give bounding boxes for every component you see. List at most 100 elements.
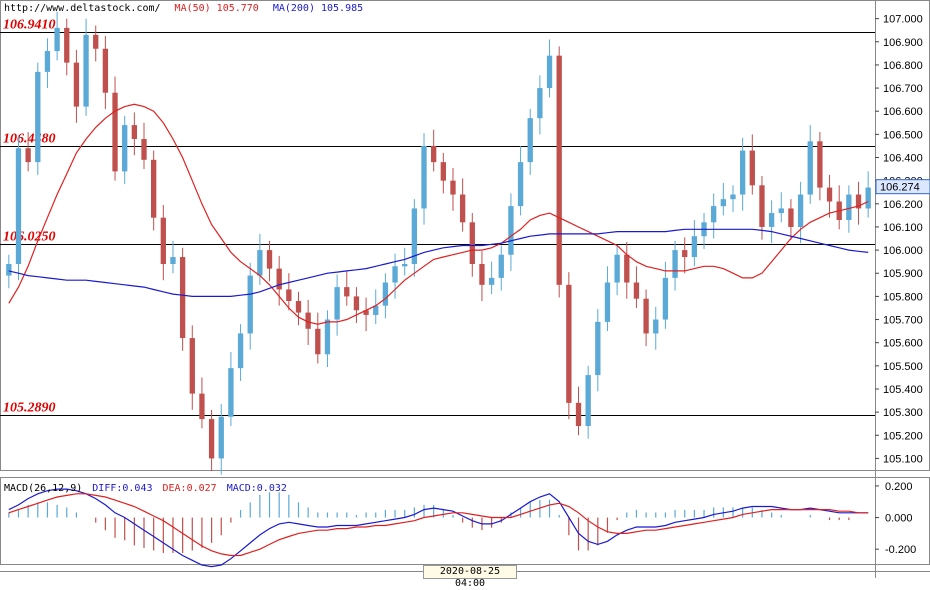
y-tick-label: 107.000 — [883, 14, 923, 26]
candle-body — [25, 148, 31, 163]
candle-body — [614, 254, 620, 283]
candle-body — [469, 222, 475, 264]
candle-body — [382, 282, 389, 306]
macd-diff-line — [8, 488, 869, 568]
candle-body — [691, 236, 698, 258]
macd-value: MACD:0.032 — [226, 483, 287, 494]
candle-body — [662, 277, 669, 320]
candle-body — [141, 138, 147, 160]
candle-body — [749, 150, 755, 186]
candle-body — [575, 402, 582, 427]
candle-body — [286, 289, 292, 302]
candle-body — [324, 319, 331, 355]
candle-body — [653, 319, 659, 334]
candle-body — [517, 162, 524, 207]
candle-body — [237, 333, 244, 369]
y-tick-label: 106.800 — [883, 60, 923, 72]
y-tick-label: 105.100 — [883, 453, 923, 465]
macd-y-tick-label: 0.200 — [885, 481, 913, 493]
candle-body — [768, 213, 775, 227]
last-price-label: 106.274 — [880, 182, 920, 194]
candle-body — [35, 71, 41, 163]
candle-body — [208, 419, 215, 459]
candle-body — [527, 118, 533, 163]
candle-body — [44, 51, 51, 72]
macd-title: MACD(26,12,9) — [4, 483, 83, 494]
y-tick-label: 106.000 — [883, 245, 923, 257]
y-tick-label: 105.800 — [883, 291, 923, 303]
candle-body — [440, 162, 446, 181]
y-tick-label: 106.900 — [883, 37, 923, 49]
y-tick-label: 106.200 — [883, 199, 923, 211]
candle-body — [353, 296, 360, 311]
candle-body — [759, 185, 765, 227]
candle-body — [170, 257, 176, 264]
y-tick-label: 105.700 — [883, 315, 923, 327]
candle-body — [459, 194, 466, 223]
candle-body — [682, 250, 688, 258]
y-tick-label: 105.200 — [883, 430, 923, 442]
macd-diff: DIFF:0.043 — [92, 483, 153, 494]
y-tick-label: 105.300 — [883, 407, 923, 419]
macd-y-tick-label: -0.200 — [885, 544, 916, 556]
y-tick-label: 106.400 — [883, 153, 923, 165]
candle-body — [112, 92, 118, 172]
candle-body — [295, 301, 302, 313]
candle-body — [788, 208, 794, 227]
candle-body — [739, 150, 746, 195]
y-tick-label: 105.900 — [883, 268, 923, 280]
level-label: 106.4480 — [3, 132, 56, 147]
candle-body — [334, 287, 340, 320]
candle-body — [817, 141, 823, 188]
y-tick-label: 105.500 — [883, 361, 923, 373]
candle-body — [826, 187, 833, 202]
candle-body — [498, 254, 504, 278]
candle-body — [363, 310, 369, 315]
candle-body — [807, 141, 813, 195]
ma200-label: MA(200) — [272, 3, 315, 14]
candle-body — [373, 305, 379, 315]
price-chart-header: http://www.deltastock.com/MA(50) 105.770 M… — [4, 3, 377, 14]
level-label: 106.0250 — [3, 230, 56, 245]
ma200-value: 105.985 — [320, 3, 364, 14]
candle-body — [624, 254, 630, 283]
candle-body — [431, 145, 437, 163]
candle-body — [131, 125, 138, 139]
macd-header: MACD(26,12,9) DIFF:0.043 DEA:0.027 MACD:0.0… — [4, 483, 297, 494]
candle-body — [720, 199, 726, 207]
level-label: 105.2890 — [3, 401, 56, 416]
candle-body — [643, 298, 649, 334]
candle-body — [257, 250, 263, 276]
candle-body — [83, 34, 89, 107]
candle-body — [64, 27, 70, 63]
macd-y-tick-label: 0.000 — [885, 513, 913, 525]
candle-body — [479, 263, 485, 285]
candle-body — [488, 277, 495, 285]
candle-body — [247, 275, 253, 334]
candle-body — [556, 55, 562, 285]
y-tick-label: 106.100 — [883, 222, 923, 234]
candle-body — [151, 159, 157, 218]
candle-body — [15, 148, 22, 264]
ma200-line — [8, 228, 869, 297]
candle-body — [730, 194, 736, 200]
candle-body — [160, 217, 166, 264]
macd-dea: DEA:0.027 — [162, 483, 217, 494]
candle-body — [537, 88, 543, 119]
candle-body — [266, 250, 273, 269]
candle-body — [421, 145, 427, 209]
candle-body — [778, 208, 784, 214]
y-tick-label: 105.400 — [883, 384, 923, 396]
candle-body — [846, 194, 852, 221]
ma50-label: MA(50) — [174, 3, 211, 14]
candle-body — [566, 284, 572, 403]
candle-body — [189, 338, 195, 394]
x-axis-cursor-label: 2020-08-25 04:00 — [423, 565, 517, 589]
candle-body — [392, 266, 398, 283]
candle-body — [604, 282, 611, 322]
y-tick-label: 106.600 — [883, 106, 923, 118]
chart-canvas[interactable]: 107.000 106.900 106.800 106.700 106.600 106.5… — [0, 0, 930, 578]
candle-body — [102, 48, 109, 93]
candle-body — [218, 416, 224, 459]
candle-body — [228, 368, 234, 417]
